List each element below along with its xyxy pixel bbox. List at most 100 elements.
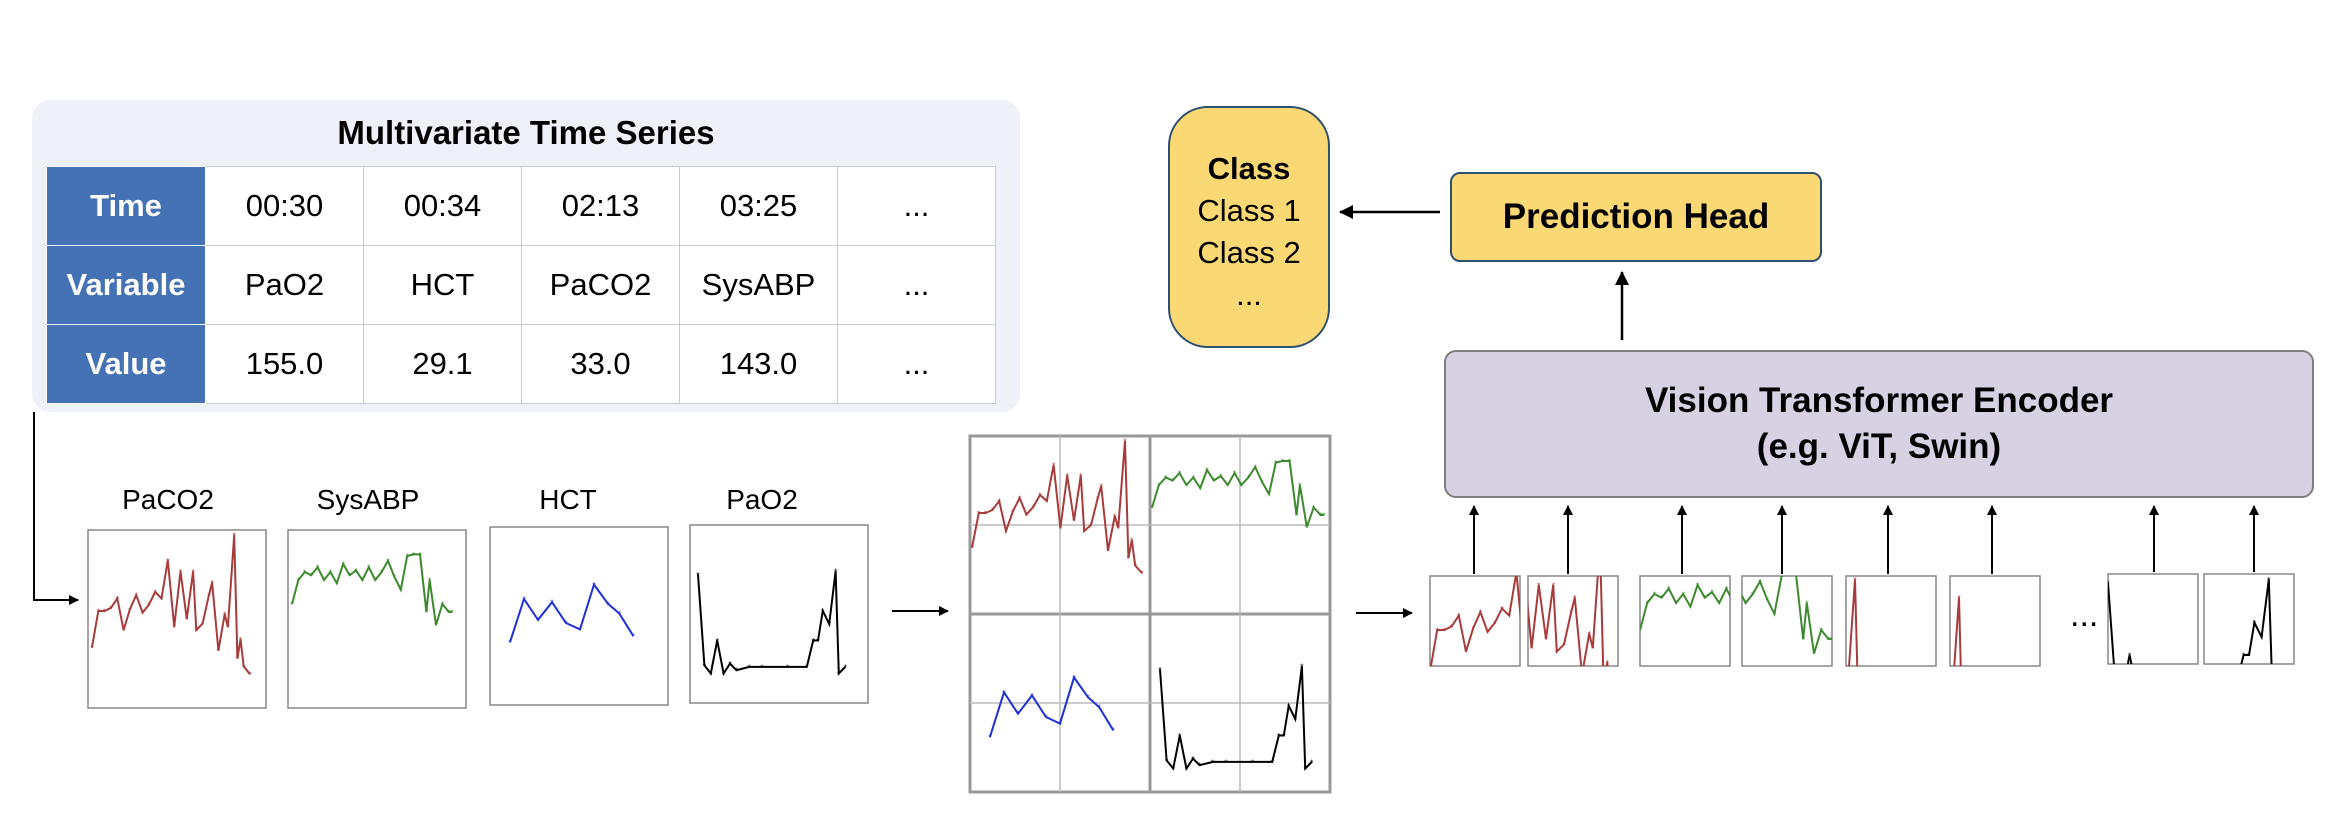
data-point-marker: * (1133, 562, 1137, 572)
data-point-marker: * (1224, 758, 1228, 768)
data-point-marker: * (1732, 599, 1736, 609)
data-point-marker: * (316, 563, 320, 573)
class-item: Class 1 (1197, 193, 1301, 228)
data-point-marker: * (1975, 752, 1979, 762)
data-point-marker: * (1044, 713, 1048, 723)
data-point-marker: * (1116, 524, 1120, 534)
data-point-marker: * (1281, 457, 1285, 467)
data-point-marker: * (2278, 680, 2282, 690)
row-header-value: Value (46, 324, 206, 404)
data-point-marker: * (1185, 481, 1189, 491)
data-point-marker: * (816, 637, 820, 647)
vision-transformer-encoder-box: Vision Transformer Encoder (e.g. ViT, Sw… (1444, 350, 2314, 498)
data-point-marker: * (1857, 716, 1861, 726)
data-point-marker: * (134, 591, 138, 601)
data-point-marker: * (1158, 666, 1162, 676)
data-point-marker: * (1653, 590, 1657, 600)
data-point-marker: * (2135, 687, 2139, 697)
data-point-marker: * (1319, 511, 1323, 521)
data-point-marker: * (1703, 594, 1707, 604)
data-point-marker: * (1605, 658, 1609, 668)
table-cell: 33.0 (521, 324, 680, 404)
data-point-marker: * (1871, 734, 1875, 744)
data-point-marker: * (428, 576, 432, 586)
data-point-marker: * (1737, 585, 1741, 595)
data-point-marker: * (2267, 575, 2271, 585)
data-point-marker: * (434, 621, 438, 631)
combined-grid-image: ** * ***************************** ******* *… (968, 434, 1332, 794)
series-line (291, 553, 452, 626)
data-point-marker: * (1544, 635, 1548, 645)
data-point-marker: * (1305, 523, 1309, 533)
data-point-marker: * (1580, 671, 1584, 681)
data-point-marker: * (290, 600, 294, 610)
data-point-marker: * (522, 595, 526, 605)
table-to-plots-arrow (33, 412, 79, 605)
data-point-marker: * (1031, 503, 1035, 513)
patch-tile: ***************************** (1527, 575, 1619, 681)
data-point-marker: * (1294, 715, 1298, 725)
data-point-marker: * (970, 544, 974, 554)
data-point-marker: * (2207, 680, 2211, 690)
data-point-marker: * (1860, 694, 1864, 704)
data-point-marker: * (1198, 484, 1202, 494)
series-line (989, 675, 1115, 738)
data-point-marker: * (1267, 490, 1271, 500)
table-cell: 00:34 (363, 166, 522, 246)
data-point-marker: * (1569, 608, 1573, 618)
data-point-marker: * (1233, 469, 1237, 479)
patch-tile: *************************** (1639, 575, 1736, 667)
data-point-marker: * (1734, 660, 1738, 670)
data-point-marker: * (1018, 494, 1022, 504)
data-point-marker: * (508, 638, 512, 648)
data-point-marker: * (341, 560, 345, 570)
data-point-marker: * (90, 643, 94, 653)
data-point-marker: * (2253, 619, 2257, 629)
patch-tile: ***************************** (1428, 540, 1594, 677)
data-point-marker: * (1830, 635, 1834, 645)
data-point-marker: * (195, 626, 199, 636)
data-point-marker: * (1853, 576, 1857, 586)
data-point-marker: * (1130, 536, 1134, 546)
data-point-marker: * (412, 550, 416, 560)
data-point-marker: * (1097, 703, 1101, 713)
data-point-marker: * (354, 566, 358, 576)
data-point-marker: * (1710, 588, 1714, 598)
data-point-marker: * (1551, 581, 1555, 591)
data-point-marker: * (450, 608, 454, 618)
class-item: Class 2 (1197, 235, 1301, 270)
data-point-marker: * (2141, 687, 2145, 697)
data-point-marker: * (1860, 673, 1864, 683)
data-point-marker: * (2213, 680, 2217, 690)
plot-hct: * * * * * * * * * * (489, 526, 669, 706)
data-point-marker: * (418, 550, 422, 560)
data-point-marker: * (393, 573, 397, 583)
data-point-marker: * (236, 654, 240, 664)
data-point-marker: * (1802, 680, 1806, 690)
data-point-marker: * (1590, 540, 1594, 550)
data-point-marker: * (1780, 572, 1784, 582)
data-point-marker: * (405, 552, 409, 562)
data-point-marker: * (747, 663, 751, 673)
time-series-table: Time 00:30 00:34 02:13 03:25 ... Variabl… (46, 166, 996, 404)
data-point-marker: * (1486, 628, 1490, 638)
data-point-marker: * (1079, 472, 1083, 482)
table-cell: PaO2 (205, 245, 364, 325)
data-point-marker: * (1025, 511, 1029, 521)
data-point-marker: * (728, 660, 732, 670)
data-point-marker: * (2229, 680, 2233, 690)
data-point-marker: * (1219, 472, 1223, 482)
data-point-marker: * (1727, 684, 1731, 694)
data-point-marker: * (1744, 599, 1748, 609)
data-point-marker: * (1799, 671, 1803, 681)
data-point-marker: * (997, 497, 1001, 507)
data-point-marker: * (1853, 682, 1857, 692)
data-point-marker: * (1842, 666, 1846, 676)
patch-tile: ****************** (2141, 573, 2295, 697)
data-point-marker: * (1428, 667, 1432, 677)
patch-tile: *************************** (1737, 572, 1834, 667)
data-point-marker: * (399, 586, 403, 596)
data-point-marker: * (1457, 612, 1461, 622)
data-point-marker: * (1805, 599, 1809, 609)
data-point-marker: * (335, 579, 339, 589)
